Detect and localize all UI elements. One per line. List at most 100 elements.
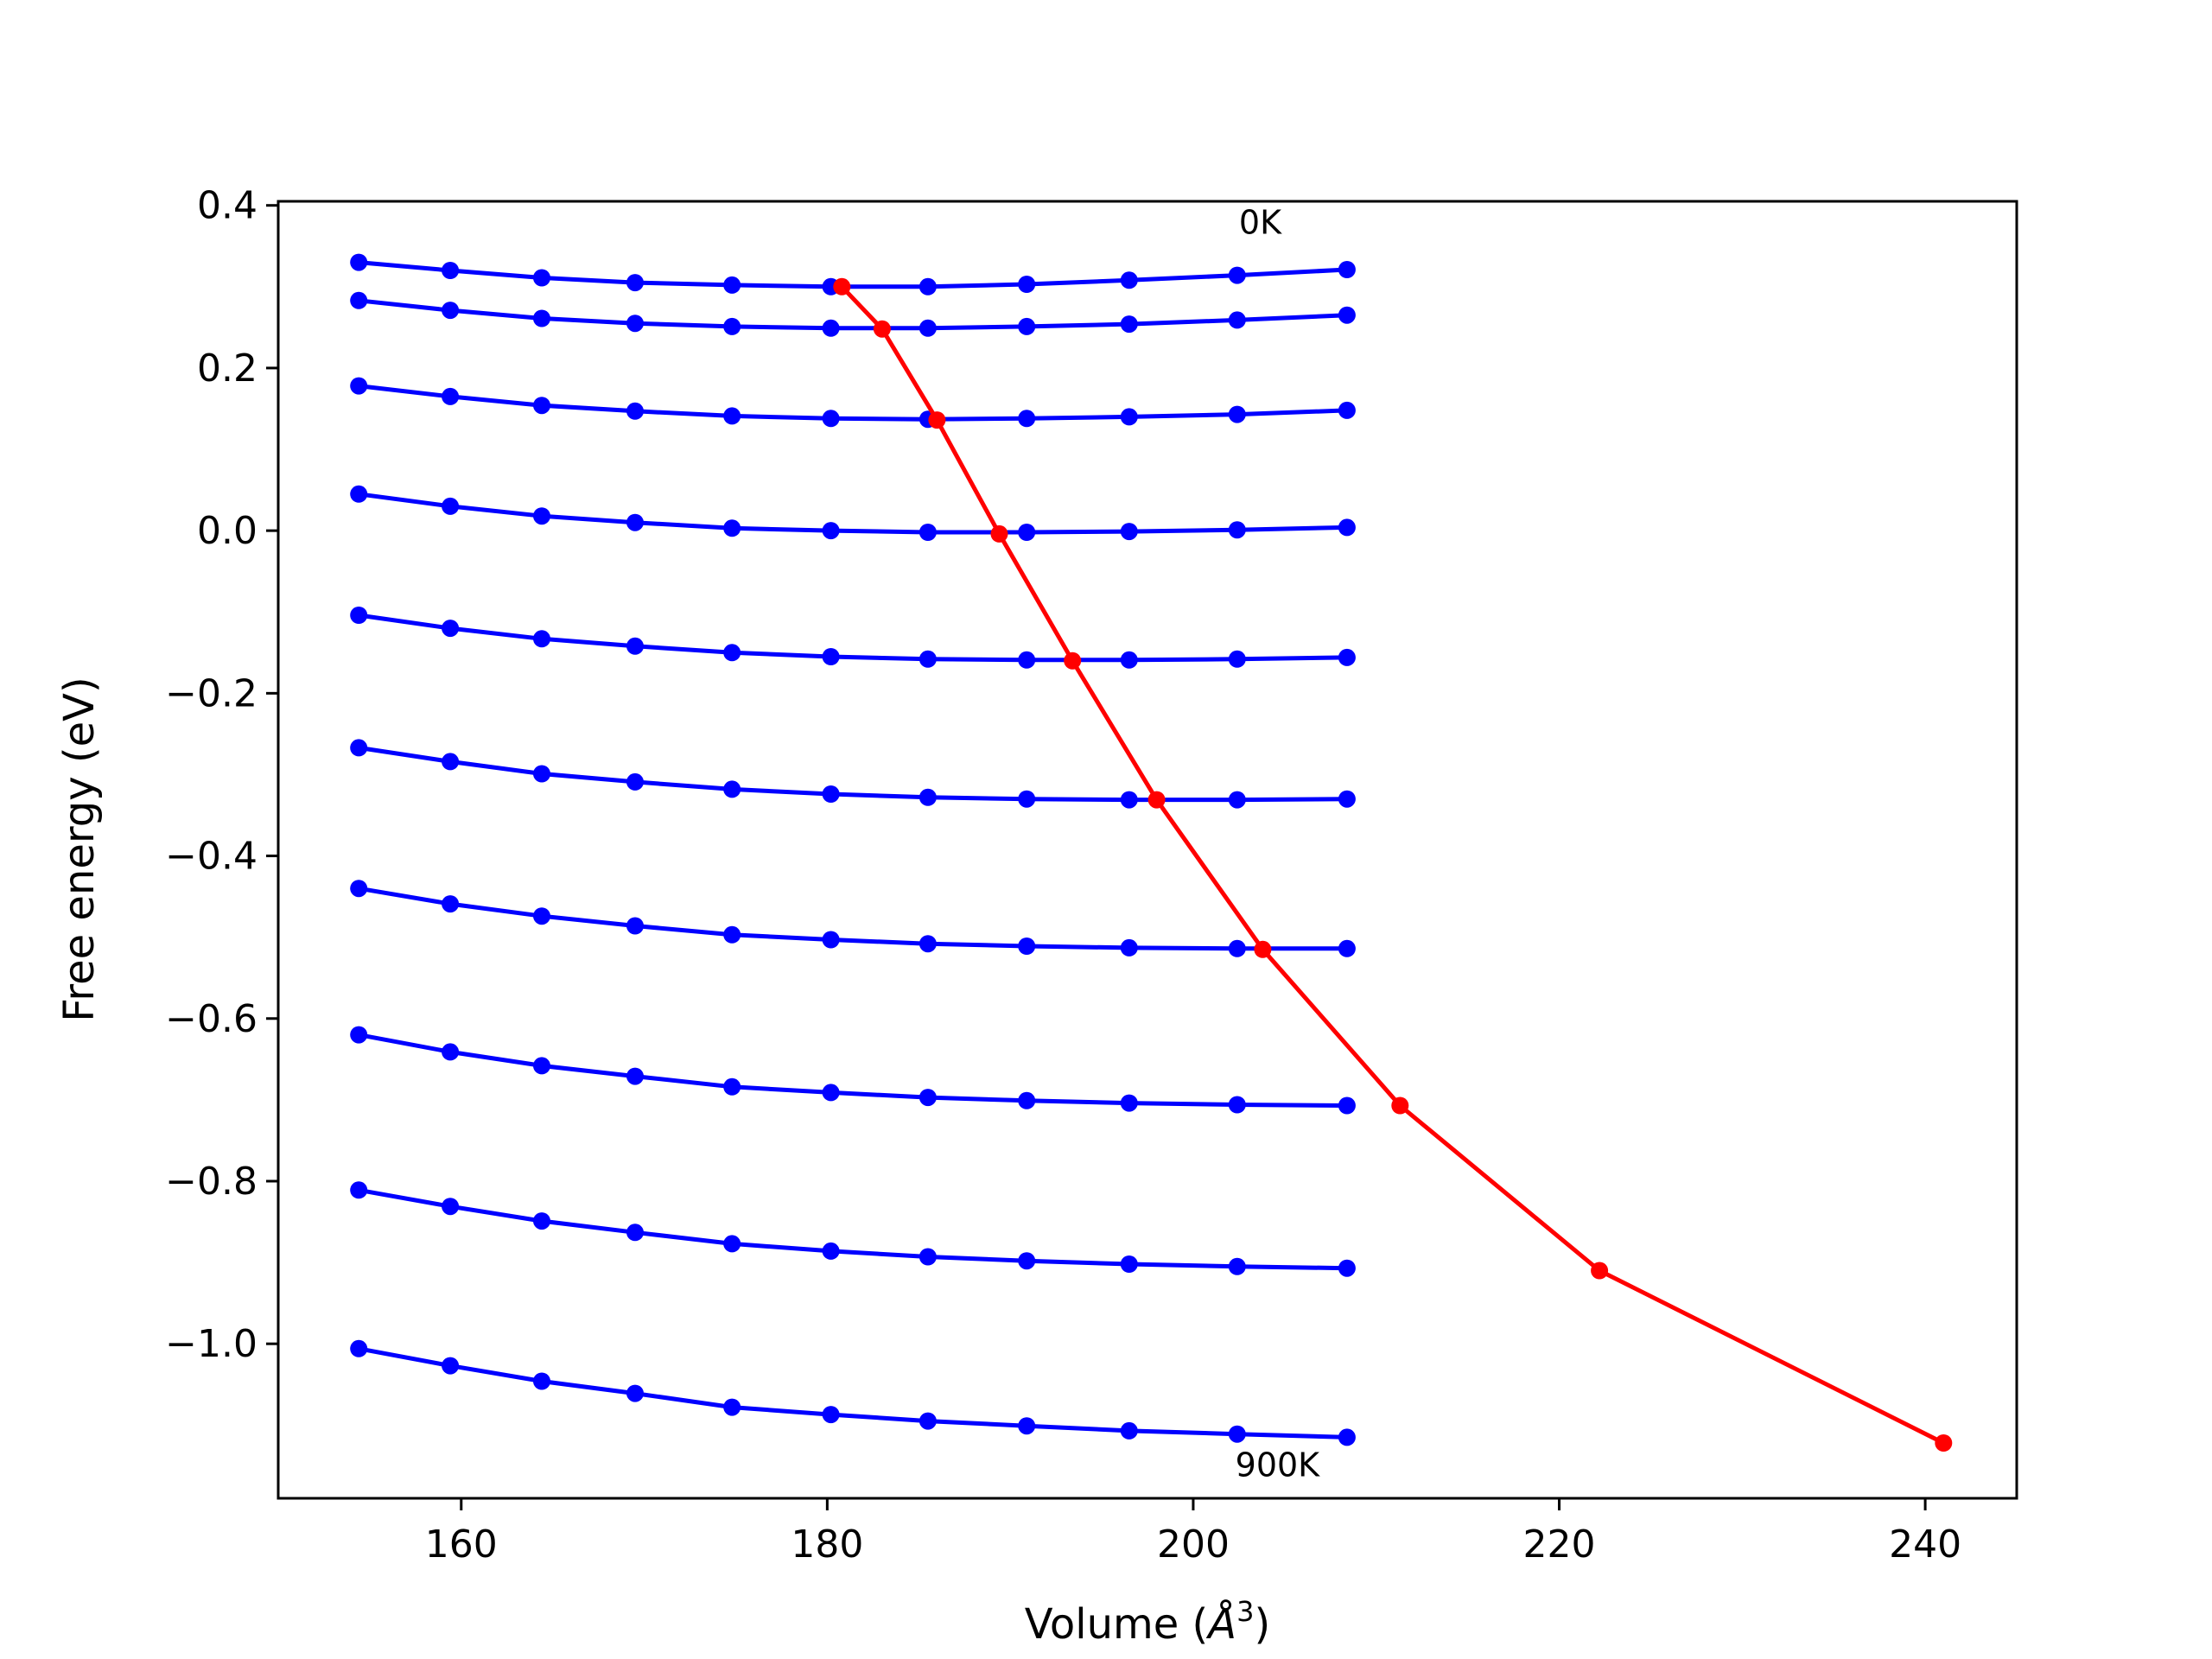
annotation-0: 0K — [1239, 203, 1282, 241]
series-1-point-10 — [1338, 306, 1356, 324]
series-4-point-1 — [442, 620, 460, 638]
plot-background — [278, 201, 2017, 1498]
series-5-point-4 — [723, 780, 741, 798]
series-0-point-8 — [1120, 271, 1138, 289]
series-2-point-2 — [533, 397, 550, 415]
series-0-point-3 — [626, 274, 644, 292]
series-2-point-0 — [350, 377, 368, 395]
series-7-point-7 — [1018, 1091, 1036, 1109]
series-5-point-3 — [626, 772, 644, 791]
series-1-point-8 — [1120, 315, 1138, 334]
series-7-point-9 — [1228, 1096, 1246, 1114]
y-tick-label-6: −0.8 — [165, 1160, 257, 1204]
x-tick-label-0: 160 — [425, 1522, 498, 1567]
series-4-point-9 — [1228, 650, 1246, 668]
series-3-point-4 — [723, 519, 741, 537]
series-9-point-10 — [1338, 1428, 1356, 1446]
minima-point-0 — [833, 277, 851, 296]
minima-point-4 — [1064, 652, 1082, 670]
y-tick-label-0: 0.4 — [197, 184, 257, 228]
y-tick-label-3: −0.2 — [165, 671, 257, 715]
series-9-point-8 — [1120, 1421, 1138, 1440]
minima-point-5 — [1147, 791, 1166, 809]
series-3-point-6 — [918, 524, 937, 541]
series-1-point-9 — [1228, 311, 1246, 329]
minima-point-1 — [873, 320, 891, 338]
series-9-point-5 — [822, 1406, 840, 1424]
series-1-point-4 — [723, 317, 741, 335]
series-2-point-7 — [1018, 410, 1036, 428]
series-1-point-7 — [1018, 317, 1036, 335]
y-tick-label-4: −0.4 — [165, 835, 257, 879]
series-8-point-8 — [1120, 1255, 1138, 1273]
series-5-point-8 — [1120, 791, 1138, 809]
series-7-point-3 — [626, 1067, 644, 1085]
series-5-point-9 — [1228, 791, 1246, 809]
y-tick-label-2: 0.0 — [197, 509, 257, 553]
x-tick-label-3: 220 — [1523, 1522, 1596, 1567]
annotation-1: 900K — [1236, 1446, 1321, 1484]
series-4-point-4 — [723, 644, 741, 662]
series-1-point-2 — [533, 309, 550, 327]
series-8-point-3 — [626, 1224, 644, 1242]
minima-point-3 — [990, 524, 1008, 543]
series-6-point-8 — [1120, 938, 1138, 957]
series-8-point-7 — [1018, 1252, 1036, 1270]
series-3-point-2 — [533, 507, 550, 525]
series-2-point-10 — [1338, 401, 1356, 419]
series-3-point-7 — [1018, 524, 1036, 541]
series-3-point-10 — [1338, 518, 1356, 537]
x-axis-label-close: ) — [1254, 1600, 1270, 1649]
annotation-layer: 0K 900K — [1236, 203, 1321, 1484]
series-7-point-6 — [918, 1089, 937, 1107]
series-6-point-10 — [1338, 939, 1356, 957]
series-6-point-5 — [822, 931, 840, 949]
series-3-point-9 — [1228, 521, 1246, 539]
series-5-point-5 — [822, 785, 840, 803]
series-0-point-1 — [442, 262, 460, 279]
series-5-point-1 — [442, 753, 460, 771]
series-9-point-9 — [1228, 1425, 1246, 1443]
series-1-point-1 — [442, 302, 460, 320]
series-6-point-1 — [442, 895, 460, 913]
y-axis-label: Free energy (eV) — [55, 677, 104, 1021]
series-0-point-4 — [723, 276, 741, 294]
series-6-point-2 — [533, 907, 550, 925]
series-1-point-5 — [822, 319, 840, 337]
series-6-point-9 — [1228, 939, 1246, 957]
series-2-point-8 — [1120, 408, 1138, 426]
series-5-point-2 — [533, 765, 550, 783]
series-3-point-3 — [626, 513, 644, 531]
minima-point-6 — [1254, 940, 1272, 958]
series-0-point-0 — [350, 253, 368, 271]
series-8-point-0 — [350, 1181, 368, 1199]
x-tick-label-2: 200 — [1157, 1522, 1230, 1567]
series-5-point-7 — [1018, 790, 1036, 808]
series-2-point-3 — [626, 402, 644, 420]
series-4-point-6 — [918, 650, 937, 668]
series-3-point-5 — [822, 522, 840, 540]
x-axis-label-exponent: 3 — [1236, 1595, 1254, 1628]
series-7-point-2 — [533, 1057, 550, 1075]
series-layer — [350, 253, 1953, 1452]
series-8-point-2 — [533, 1212, 550, 1230]
x-axis-label-text: Volume ( — [1025, 1600, 1209, 1649]
series-0-point-7 — [1018, 276, 1036, 293]
series-5-point-10 — [1338, 790, 1356, 808]
series-1-point-0 — [350, 291, 368, 309]
series-8-point-9 — [1228, 1257, 1246, 1275]
series-6-point-7 — [1018, 938, 1036, 955]
series-6-point-4 — [723, 925, 741, 944]
y-tick-label-5: −0.6 — [165, 997, 257, 1041]
series-7-point-0 — [350, 1026, 368, 1044]
series-2-point-4 — [723, 407, 741, 425]
series-7-point-5 — [822, 1084, 840, 1102]
series-0-point-2 — [533, 269, 550, 287]
series-3-point-0 — [350, 485, 368, 503]
x-tick-label-1: 180 — [791, 1522, 863, 1567]
series-5-point-6 — [918, 788, 937, 806]
x-axis-label: Volume (Å3) — [1025, 1595, 1270, 1649]
series-8-point-4 — [723, 1235, 741, 1253]
ticks-layer: 160 180 200 220 240 0.4 0.2 0.0 −0.2 −0.4 −0.6 −0.8… — [165, 184, 1961, 1567]
